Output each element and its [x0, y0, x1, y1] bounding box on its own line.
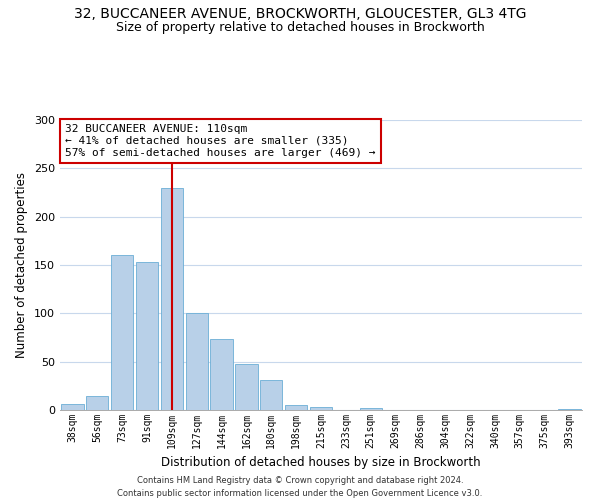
- Bar: [260, 380, 283, 410]
- Bar: [310, 407, 332, 410]
- Bar: [359, 408, 382, 410]
- Text: 32 BUCCANEER AVENUE: 110sqm
← 41% of detached houses are smaller (335)
57% of se: 32 BUCCANEER AVENUE: 110sqm ← 41% of det…: [65, 124, 376, 158]
- Bar: [161, 188, 183, 410]
- Bar: [235, 364, 257, 410]
- Bar: [285, 405, 307, 410]
- Text: Contains HM Land Registry data © Crown copyright and database right 2024.
Contai: Contains HM Land Registry data © Crown c…: [118, 476, 482, 498]
- Text: Size of property relative to detached houses in Brockworth: Size of property relative to detached ho…: [116, 21, 484, 34]
- X-axis label: Distribution of detached houses by size in Brockworth: Distribution of detached houses by size …: [161, 456, 481, 469]
- Bar: [111, 256, 133, 410]
- Y-axis label: Number of detached properties: Number of detached properties: [16, 172, 28, 358]
- Bar: [61, 404, 83, 410]
- Bar: [86, 396, 109, 410]
- Bar: [185, 314, 208, 410]
- Bar: [136, 262, 158, 410]
- Text: 32, BUCCANEER AVENUE, BROCKWORTH, GLOUCESTER, GL3 4TG: 32, BUCCANEER AVENUE, BROCKWORTH, GLOUCE…: [74, 8, 526, 22]
- Bar: [211, 340, 233, 410]
- Bar: [559, 409, 581, 410]
